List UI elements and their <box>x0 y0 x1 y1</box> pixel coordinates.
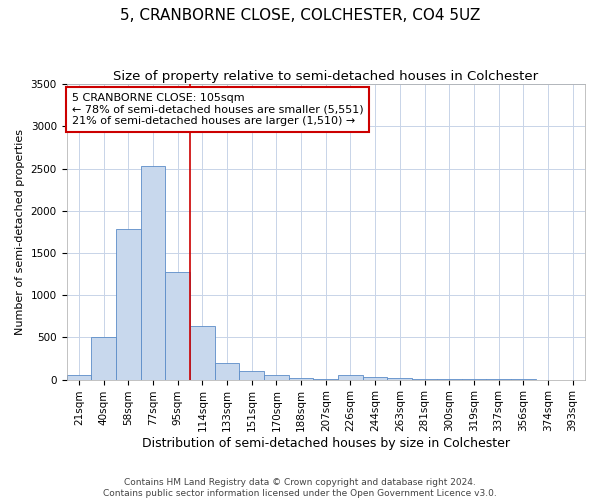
X-axis label: Distribution of semi-detached houses by size in Colchester: Distribution of semi-detached houses by … <box>142 437 510 450</box>
Bar <box>116 230 140 380</box>
Text: 5 CRANBORNE CLOSE: 105sqm
← 78% of semi-detached houses are smaller (5,551)
21% : 5 CRANBORNE CLOSE: 105sqm ← 78% of semi-… <box>72 93 364 126</box>
Bar <box>388 378 412 380</box>
Bar <box>140 166 165 380</box>
Bar <box>363 377 388 380</box>
Text: Contains HM Land Registry data © Crown copyright and database right 2024.
Contai: Contains HM Land Registry data © Crown c… <box>103 478 497 498</box>
Bar <box>313 379 338 380</box>
Bar <box>289 378 313 380</box>
Title: Size of property relative to semi-detached houses in Colchester: Size of property relative to semi-detach… <box>113 70 538 83</box>
Bar <box>165 272 190 380</box>
Bar <box>264 375 289 380</box>
Bar <box>91 338 116 380</box>
Bar <box>67 375 91 380</box>
Bar <box>338 375 363 380</box>
Text: 5, CRANBORNE CLOSE, COLCHESTER, CO4 5UZ: 5, CRANBORNE CLOSE, COLCHESTER, CO4 5UZ <box>120 8 480 22</box>
Bar <box>215 362 239 380</box>
Bar <box>190 326 215 380</box>
Bar <box>239 371 264 380</box>
Y-axis label: Number of semi-detached properties: Number of semi-detached properties <box>15 129 25 335</box>
